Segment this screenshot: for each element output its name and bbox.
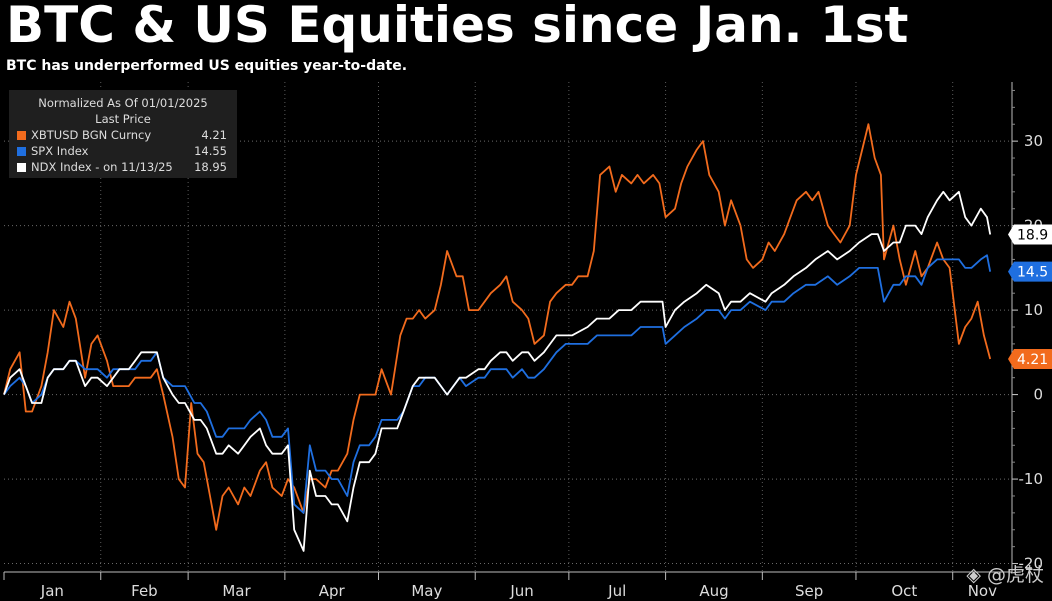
legend-swatch-btc xyxy=(17,131,26,140)
y-tick-label-10: 10 xyxy=(1024,301,1043,319)
legend-item-btc: XBTUSD BGN Curncy 4.21 xyxy=(9,127,237,143)
last-value-text-xbtusd: 4.21 xyxy=(1017,352,1048,368)
x-axis: Jan Feb Mar Apr May Jun Jul Aug Sep Oct Nov xyxy=(3,571,1012,600)
x-tick-label-oct: Oct xyxy=(891,582,917,600)
legend-value-ndx: 18.95 xyxy=(194,160,227,174)
y-tick-label-0: 0 xyxy=(1033,386,1043,404)
x-tick-label-apr: Apr xyxy=(319,582,346,600)
chart-subtitle: BTC has underperformed US equities year-… xyxy=(6,58,408,74)
legend-swatch-spx xyxy=(17,147,26,156)
series-line-spx xyxy=(3,254,992,514)
legend-header: Normalized As Of 01/01/2025 Last Price xyxy=(9,95,237,127)
x-tick-label-jun: Jun xyxy=(509,582,533,600)
x-tick-label-aug: Aug xyxy=(699,582,728,600)
x-tick-label-may: May xyxy=(411,582,442,600)
x-tick-label-mar: Mar xyxy=(222,582,251,600)
watermark: ◈ @虎杖 xyxy=(966,564,1044,586)
y-tick-label-30: 30 xyxy=(1024,132,1043,150)
legend-item-ndx: NDX Index - on 11/13/25 18.95 xyxy=(9,159,237,175)
legend-value-btc: 4.21 xyxy=(201,128,227,142)
legend-label-ndx: NDX Index - on 11/13/25 xyxy=(31,160,173,174)
chart-title: BTC & US Equities since Jan. 1st xyxy=(6,0,909,54)
legend-header-last-price: Last Price xyxy=(95,112,151,126)
last-value-badge-ndx xyxy=(1008,224,1052,245)
series-line-xbtusd xyxy=(3,123,992,531)
y-tick-label--20: -20 xyxy=(1019,555,1044,573)
legend-label-btc: XBTUSD BGN Curncy xyxy=(31,128,152,142)
last-value-text-spx: 14.5 xyxy=(1017,265,1048,281)
legend: Normalized As Of 01/01/2025 Last Price X… xyxy=(9,90,237,178)
last-value-badge-xbtusd xyxy=(1008,349,1052,370)
x-tick-label-jul: Jul xyxy=(607,582,626,600)
x-tick-label-jan: Jan xyxy=(40,582,64,600)
series-layer xyxy=(3,123,992,552)
legend-swatch-ndx xyxy=(17,163,26,172)
x-tick-label-feb: Feb xyxy=(131,582,158,600)
legend-header-normalized: Normalized As Of 01/01/2025 xyxy=(38,96,208,110)
legend-label-spx: SPX Index xyxy=(31,144,89,158)
last-value-text-ndx: 18.9 xyxy=(1017,227,1048,243)
series-line-ndx xyxy=(3,190,992,552)
legend-item-spx: SPX Index 14.55 xyxy=(9,143,237,159)
legend-value-spx: 14.55 xyxy=(194,144,227,158)
x-tick-label-sep: Sep xyxy=(795,582,823,600)
last-value-labels: 18.9 14.5 4.21 xyxy=(1008,224,1052,370)
y-tick-label--10: -10 xyxy=(1019,470,1044,488)
y-axis: -20-100102030 xyxy=(1011,82,1044,573)
x-tick-label-nov: Nov xyxy=(968,582,997,600)
last-value-badge-spx xyxy=(1008,261,1052,282)
